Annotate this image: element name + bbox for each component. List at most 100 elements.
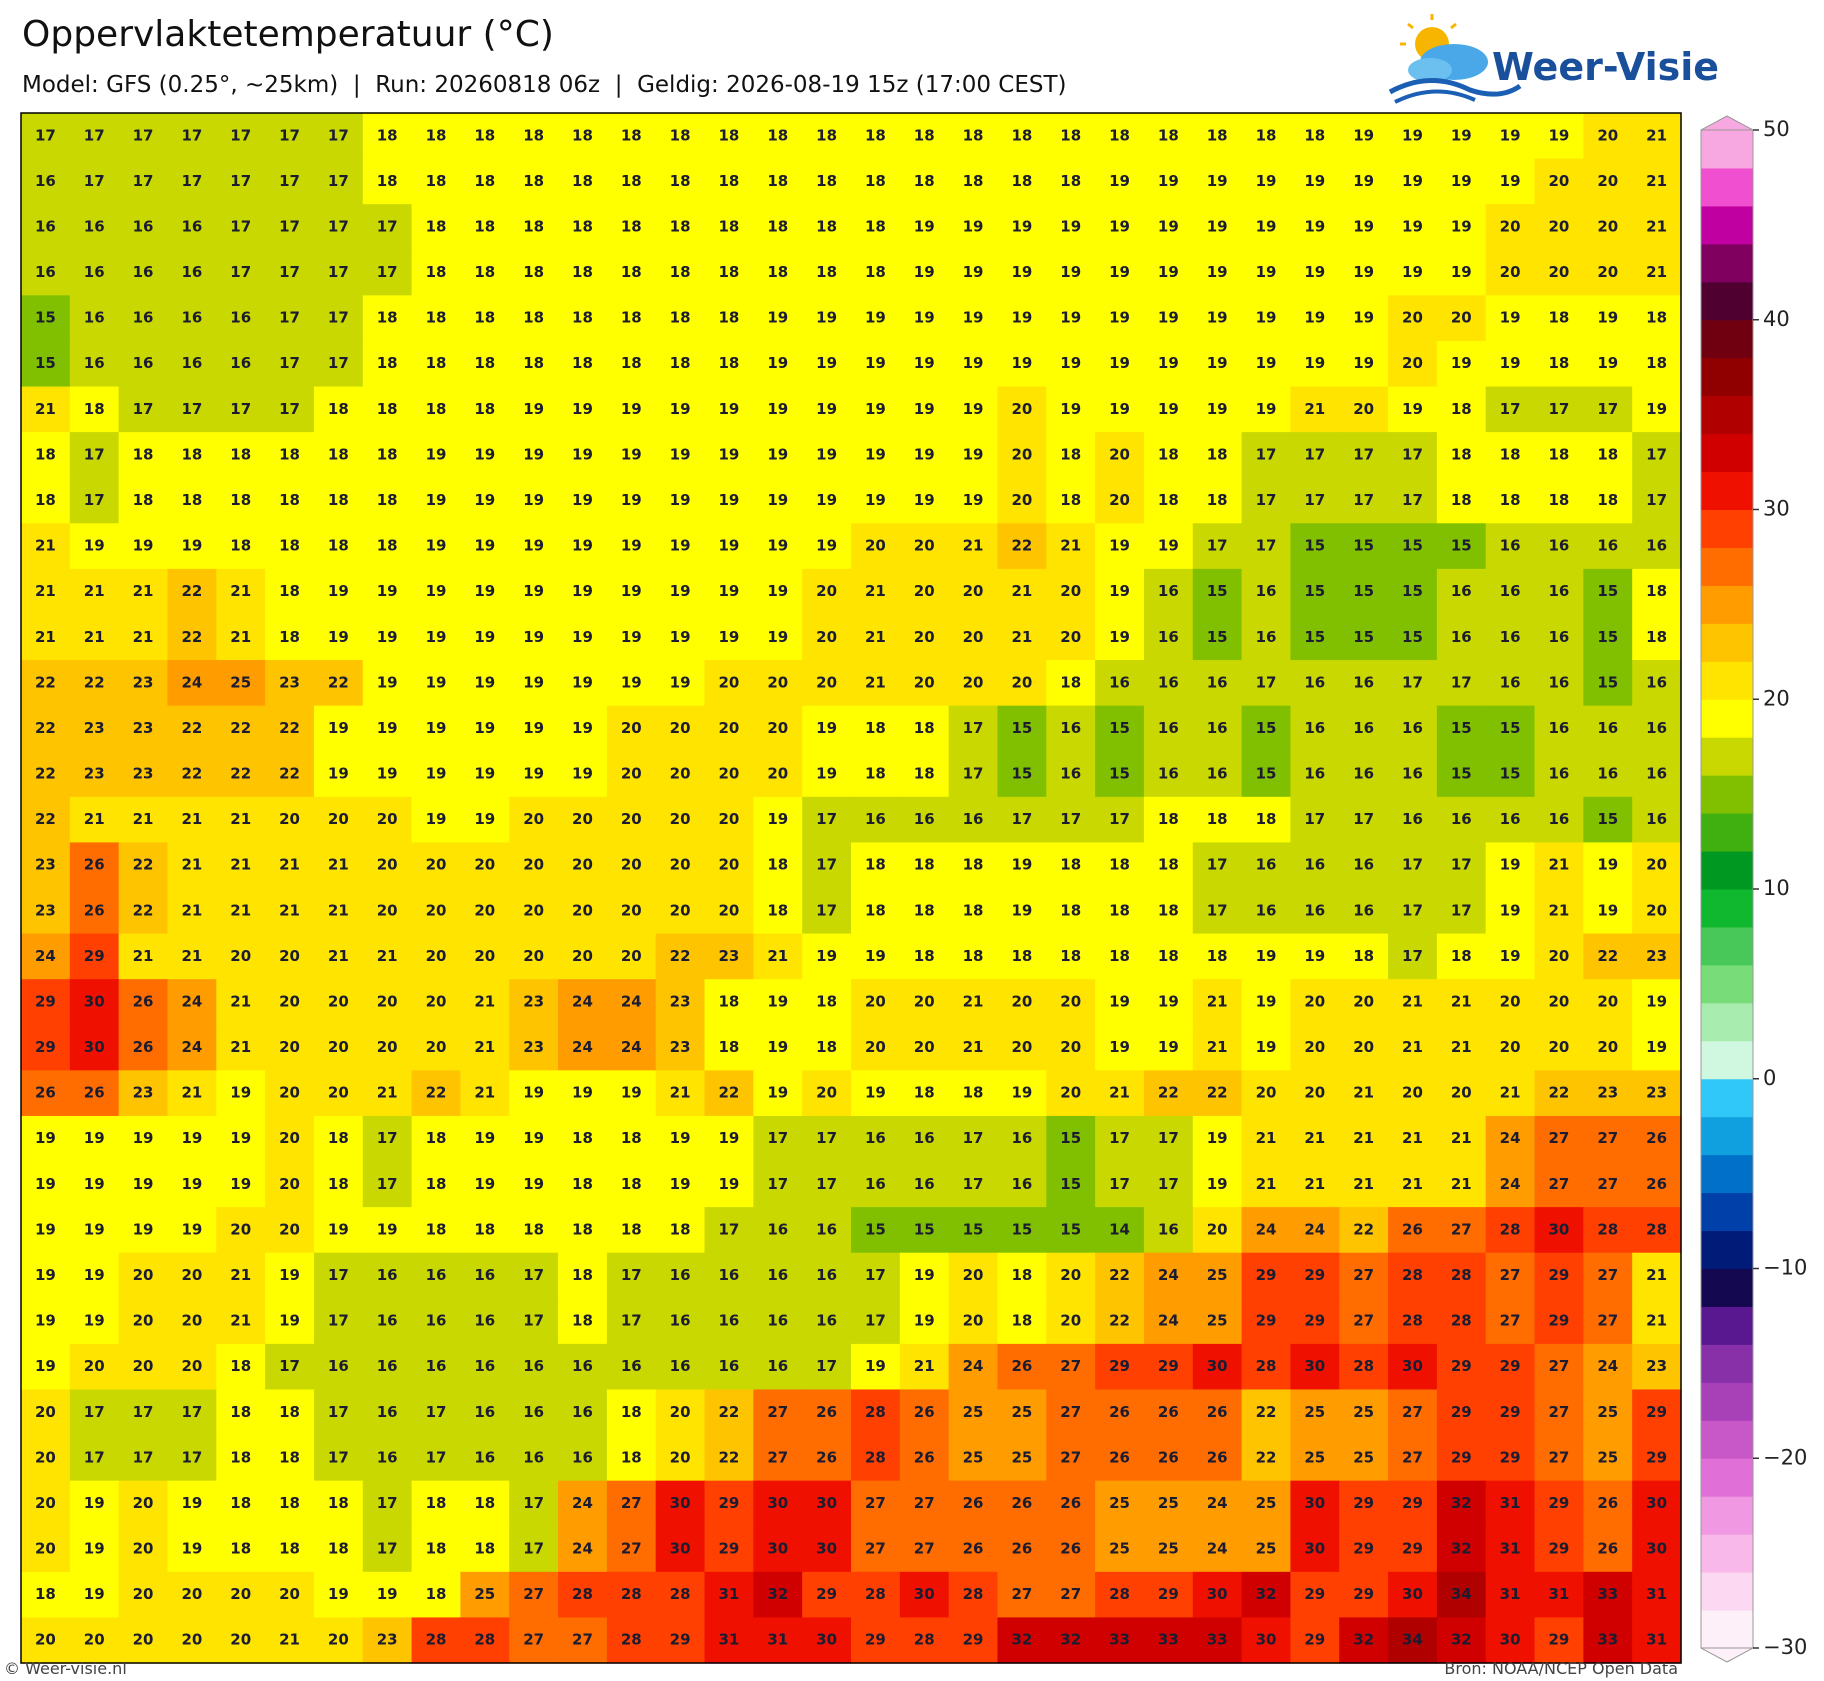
temperature-label: 18 xyxy=(474,309,495,327)
temperature-label: 23 xyxy=(133,719,154,737)
temperature-label: 19 xyxy=(719,1129,740,1147)
temperature-label: 19 xyxy=(816,765,837,783)
temperature-label: 27 xyxy=(1597,1312,1618,1330)
temperature-label: 19 xyxy=(1256,309,1277,327)
temperature-label: 19 xyxy=(1109,1038,1130,1056)
temperature-label: 20 xyxy=(1402,354,1423,372)
temperature-label: 19 xyxy=(1207,1129,1228,1147)
temperature-label: 20 xyxy=(1646,901,1667,919)
temperature-cell xyxy=(1290,523,1340,570)
temperature-label: 19 xyxy=(1109,263,1130,281)
temperature-cell xyxy=(411,158,462,205)
temperature-label: 17 xyxy=(1451,856,1472,874)
colorbar-segment xyxy=(1701,851,1753,890)
temperature-cell xyxy=(1095,386,1145,433)
temperature-label: 19 xyxy=(865,445,886,463)
temperature-cell xyxy=(997,523,1047,570)
colorbar-segment xyxy=(1701,1306,1753,1345)
temperature-cell xyxy=(704,432,754,479)
temperature-cell xyxy=(313,568,364,616)
temperature-label: 19 xyxy=(523,491,544,509)
temperature-label: 20 xyxy=(377,992,398,1010)
temperature-label: 19 xyxy=(621,673,642,691)
temperature-label: 16 xyxy=(1011,1129,1032,1147)
temperature-cell xyxy=(753,477,803,524)
temperature-label: 18 xyxy=(572,1220,593,1238)
temperature-label: 18 xyxy=(1109,947,1130,965)
temperature-cell xyxy=(606,295,657,342)
temperature-label: 23 xyxy=(133,765,154,783)
temperature-cell xyxy=(1241,568,1292,616)
temperature-label: 30 xyxy=(1207,1357,1228,1375)
temperature-cell xyxy=(851,204,901,251)
temperature-cell xyxy=(753,614,803,661)
temperature-cell xyxy=(313,204,364,251)
temperature-cell xyxy=(411,386,462,433)
temperature-cell xyxy=(509,568,559,616)
temperature-label: 19 xyxy=(1256,217,1277,235)
temperature-label: 26 xyxy=(1011,1494,1032,1512)
temperature-label: 16 xyxy=(181,263,202,281)
temperature-label: 19 xyxy=(914,1266,935,1284)
temperature-label: 16 xyxy=(1304,901,1325,919)
temperature-cell xyxy=(802,614,852,661)
temperature-label: 19 xyxy=(1109,992,1130,1010)
temperature-cell xyxy=(1095,523,1145,570)
temperature-cell xyxy=(216,614,266,661)
temperature-label: 18 xyxy=(1011,1266,1032,1284)
temperature-label: 18 xyxy=(230,1448,251,1466)
temperature-label: 19 xyxy=(1011,217,1032,235)
temperature-label: 33 xyxy=(1158,1631,1179,1649)
temperature-label: 26 xyxy=(816,1448,837,1466)
colorbar-tick-label: 30 xyxy=(1763,497,1790,521)
temperature-label: 19 xyxy=(1353,309,1374,327)
temperature-label: 19 xyxy=(35,1220,56,1238)
temperature-label: 19 xyxy=(1451,217,1472,235)
temperature-label: 20 xyxy=(1500,263,1521,281)
temperature-cell xyxy=(411,295,462,342)
temperature-label: 33 xyxy=(1109,1631,1130,1649)
temperature-cell xyxy=(753,523,803,570)
temperature-label: 15 xyxy=(1256,719,1277,737)
temperature-label: 19 xyxy=(914,400,935,418)
temperature-label: 19 xyxy=(1158,1038,1179,1056)
temperature-label: 17 xyxy=(328,126,349,144)
temperature-label: 28 xyxy=(1451,1266,1472,1284)
temperature-label: 18 xyxy=(279,1540,300,1558)
temperature-label: 23 xyxy=(1646,1084,1667,1102)
temperature-label: 27 xyxy=(621,1540,642,1558)
temperature-label: 18 xyxy=(621,217,642,235)
temperature-label: 21 xyxy=(133,582,154,600)
temperature-cell xyxy=(1046,432,1096,479)
temperature-cell xyxy=(1339,432,1389,479)
temperature-label: 18 xyxy=(816,1038,837,1056)
temperature-label: 19 xyxy=(426,491,447,509)
temperature-label: 21 xyxy=(474,992,495,1010)
temperature-cell xyxy=(1632,523,1682,570)
temperature-label: 19 xyxy=(133,1129,154,1147)
temperature-label: 20 xyxy=(1597,992,1618,1010)
temperature-label: 30 xyxy=(84,992,105,1010)
temperature-label: 24 xyxy=(1158,1312,1179,1330)
colorbar-segment xyxy=(1701,471,1753,510)
temperature-cell xyxy=(216,432,266,479)
temperature-label: 20 xyxy=(1304,1038,1325,1056)
temperature-label: 20 xyxy=(1500,1038,1521,1056)
temperature-cell xyxy=(1632,249,1682,296)
temperature-label: 19 xyxy=(621,491,642,509)
temperature-label: 18 xyxy=(914,856,935,874)
temperature-cell xyxy=(558,568,608,616)
temperature-label: 19 xyxy=(670,537,691,555)
temperature-label: 19 xyxy=(426,537,447,555)
temperature-cell xyxy=(802,523,852,570)
temperature-cell xyxy=(1436,523,1487,570)
temperature-label: 19 xyxy=(377,582,398,600)
temperature-label: 19 xyxy=(816,400,837,418)
temperature-label: 32 xyxy=(1451,1631,1472,1649)
temperature-label: 21 xyxy=(1549,901,1570,919)
temperature-label: 19 xyxy=(621,400,642,418)
temperature-cell xyxy=(167,477,217,524)
temperature-label: 17 xyxy=(377,263,398,281)
temperature-label: 20 xyxy=(133,1631,154,1649)
temperature-label: 17 xyxy=(1549,400,1570,418)
